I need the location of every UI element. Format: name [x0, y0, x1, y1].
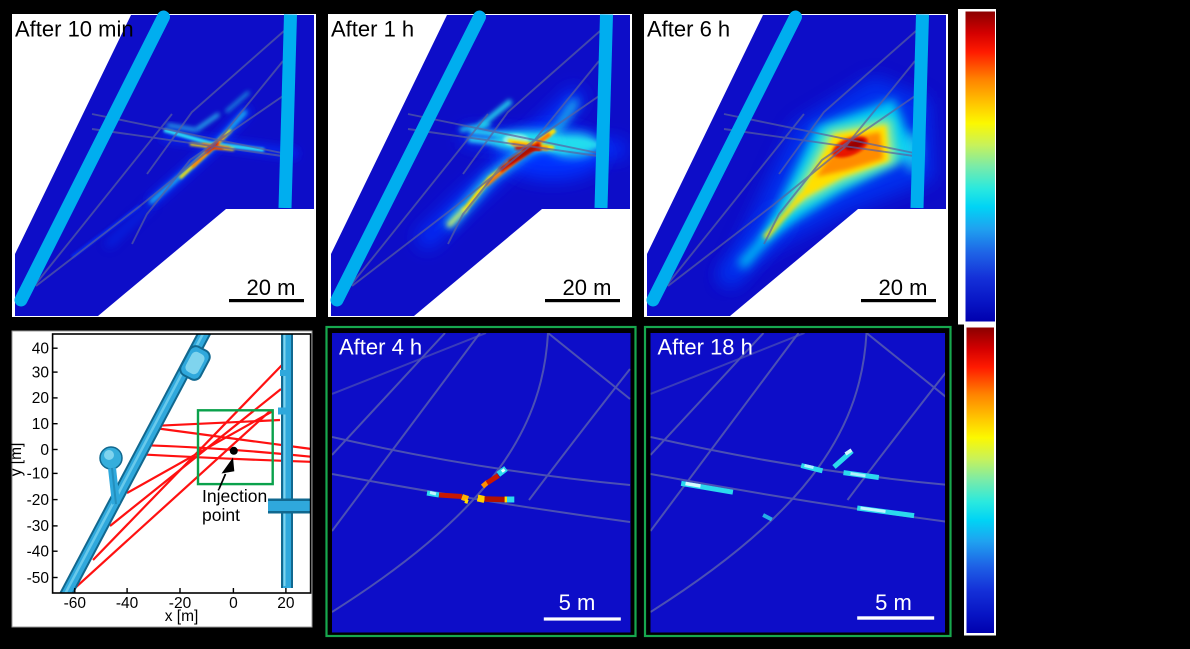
svg-text:-30: -30: [27, 518, 50, 535]
svg-text:20: 20: [32, 390, 50, 407]
svg-text:20 m: 20 m: [879, 275, 928, 300]
svg-text:-40: -40: [116, 595, 139, 612]
svg-text:20 m: 20 m: [247, 275, 296, 300]
svg-text:Injection: Injection: [202, 486, 267, 506]
svg-text:-10: -10: [27, 466, 50, 483]
svg-text:-20: -20: [169, 595, 192, 612]
svg-text:5 m: 5 m: [875, 590, 912, 615]
svg-text:point: point: [202, 505, 240, 525]
svg-text:0: 0: [40, 442, 49, 459]
svg-text:After 4 h: After 4 h: [339, 335, 422, 360]
svg-text:x [m]: x [m]: [165, 608, 199, 625]
svg-text:-40: -40: [27, 544, 50, 561]
svg-text:After 18 h: After 18 h: [658, 335, 753, 360]
svg-text:5 m: 5 m: [559, 590, 596, 615]
svg-text:After 10 min: After 10 min: [15, 17, 134, 42]
svg-text:After 1 h: After 1 h: [331, 17, 414, 42]
svg-text:-50: -50: [27, 570, 50, 587]
svg-text:-20: -20: [27, 492, 50, 509]
svg-text:20 m: 20 m: [563, 275, 612, 300]
svg-text:30: 30: [32, 364, 50, 381]
svg-text:-60: -60: [64, 595, 87, 612]
svg-text:40: 40: [32, 341, 50, 358]
svg-text:y [m]: y [m]: [8, 443, 25, 477]
svg-text:10: 10: [32, 416, 50, 433]
svg-text:0: 0: [229, 595, 238, 612]
svg-text:20: 20: [277, 595, 295, 612]
svg-text:After 6 h: After 6 h: [647, 17, 730, 42]
